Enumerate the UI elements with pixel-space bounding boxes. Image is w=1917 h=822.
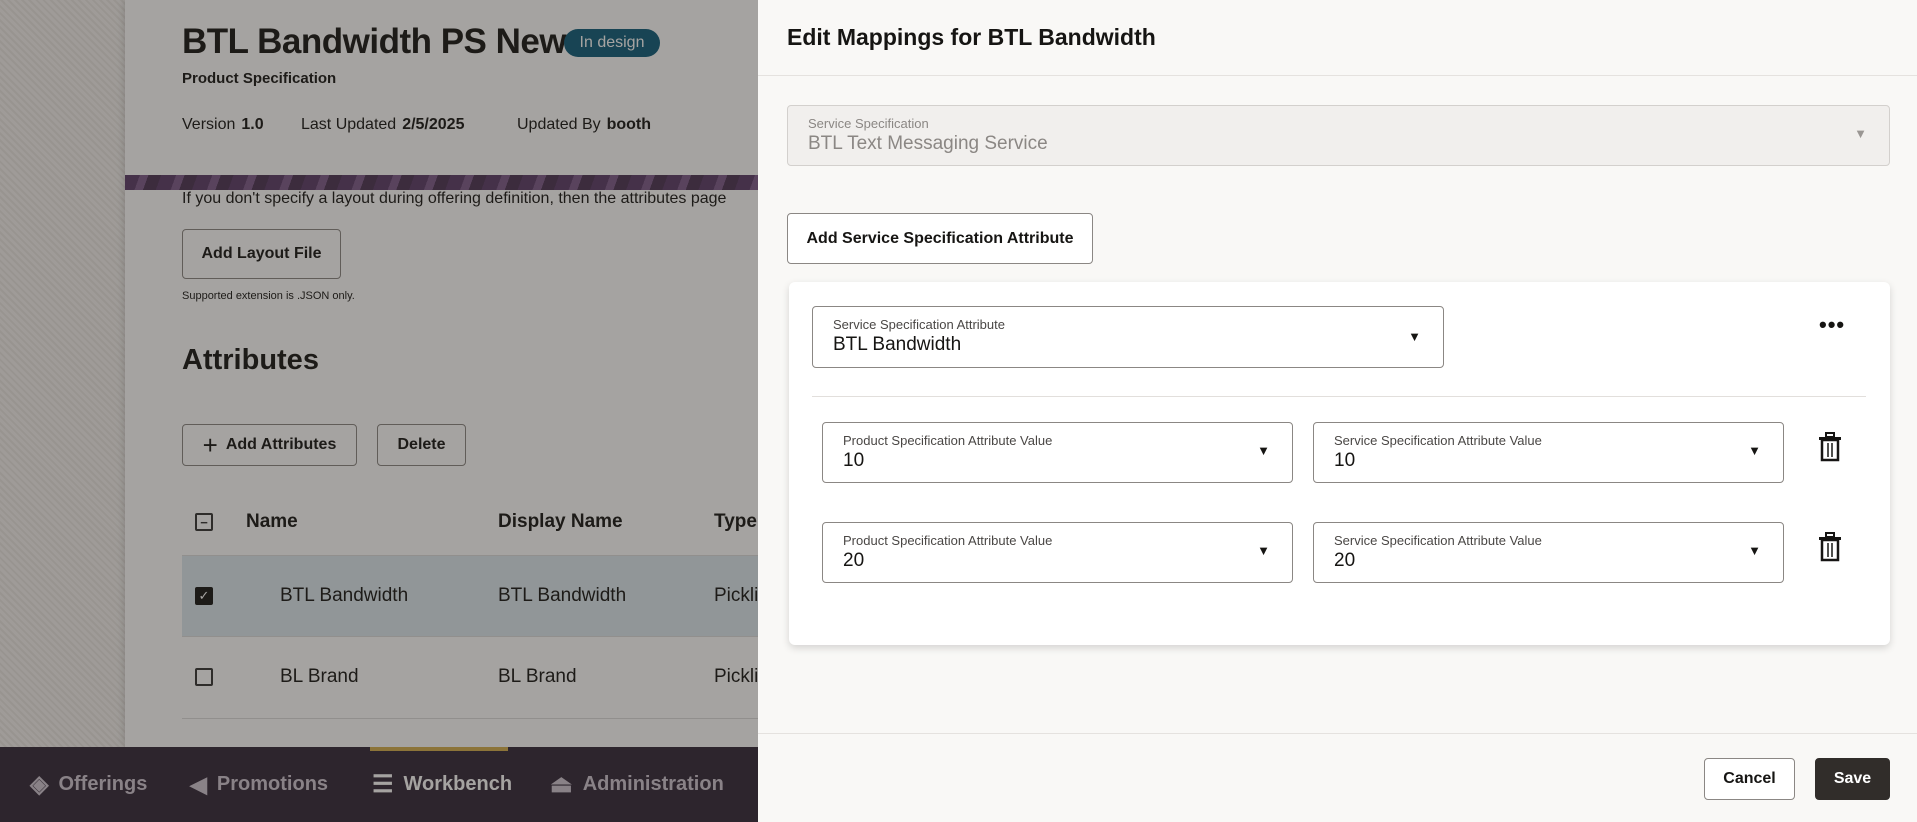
add-attributes-label: Add Attributes (225, 436, 337, 453)
row-display-name: BTL Bandwidth (498, 585, 627, 606)
mapping-card: Service Specification Attribute BTL Band… (789, 282, 1890, 645)
trash-icon[interactable] (1817, 432, 1843, 462)
nav-active-indicator (370, 747, 508, 751)
service-specification-select[interactable]: Service Specification BTL Text Messaging… (787, 105, 1890, 166)
row-type: Pickli (714, 666, 758, 687)
field-label: Service Specification Attribute Value (1334, 433, 1542, 448)
nav-workbench[interactable]: ☰ Workbench (372, 747, 512, 822)
drawer-title: Edit Mappings for BTL Bandwidth (787, 24, 1156, 50)
field-value: 10 (843, 450, 865, 471)
flask-icon: ⏏ (550, 771, 573, 798)
nav-administration[interactable]: ⏏ Administration (550, 747, 724, 822)
field-label: Service Specification (808, 116, 929, 131)
nav-label: Promotions (216, 773, 329, 795)
chevron-down-icon: ▼ (1257, 543, 1270, 558)
status-badge: In design (564, 29, 660, 57)
decorative-banner (125, 175, 758, 190)
field-label: Service Specification Attribute (833, 317, 1005, 332)
field-value: BTL Bandwidth (833, 334, 962, 355)
row-name: BL Brand (280, 666, 359, 687)
nav-label: Offerings (58, 773, 148, 795)
page-subtitle: Product Specification (182, 70, 337, 87)
field-value: BTL Text Messaging Service (808, 133, 1048, 154)
chevron-down-icon: ▼ (1748, 443, 1761, 458)
field-label: Service Specification Attribute Value (1334, 533, 1542, 548)
field-value: 10 (1334, 450, 1356, 471)
row-checkbox[interactable] (195, 668, 213, 686)
version-value: 1.0 (241, 116, 264, 133)
cancel-button[interactable]: Cancel (1704, 758, 1795, 800)
edit-mappings-drawer: Edit Mappings for BTL Bandwidth Service … (758, 0, 1917, 822)
field-value: 20 (843, 550, 865, 571)
service-attribute-value-select[interactable]: Service Specification Attribute Value 20… (1313, 522, 1784, 583)
nav-offerings[interactable]: ◈ Offerings (30, 747, 147, 822)
table-row[interactable] (182, 555, 758, 637)
version-meta: Version 1.0 (182, 116, 264, 134)
table-row[interactable] (182, 637, 758, 719)
more-options-icon[interactable]: ••• (1819, 312, 1846, 337)
save-button[interactable]: Save (1815, 758, 1890, 800)
nav-label: Administration (582, 773, 724, 795)
nav-promotions[interactable]: ◀ Promotions (190, 747, 328, 822)
trash-icon[interactable] (1817, 532, 1843, 562)
column-header-type[interactable]: Type (714, 511, 757, 532)
tag-icon: ◈ (30, 771, 49, 798)
layout-hint: If you don't specify a layout during off… (182, 190, 727, 207)
row-name: BTL Bandwidth (280, 585, 409, 606)
megaphone-icon: ◀ (190, 771, 207, 797)
bottom-nav: ◈ Offerings ◀ Promotions ☰ Workbench ⏏ Admin… (0, 747, 758, 822)
last-updated-label: Last Updated (301, 116, 397, 133)
chevron-down-icon: ▼ (1257, 443, 1270, 458)
add-layout-file-button[interactable]: Add Layout File (182, 229, 341, 279)
product-attribute-value-select[interactable]: Product Specification Attribute Value 20… (822, 522, 1293, 583)
last-updated-value: 2/5/2025 (402, 116, 465, 133)
select-all-checkbox[interactable]: − (195, 513, 213, 531)
last-updated-meta: Last Updated 2/5/2025 (301, 116, 464, 134)
plus-icon: + (202, 429, 218, 460)
card-divider (812, 396, 1866, 397)
product-attribute-value-select[interactable]: Product Specification Attribute Value 10… (822, 422, 1293, 483)
nav-label: Workbench (403, 773, 513, 795)
row-type: Pickli (714, 585, 758, 606)
service-specification-attribute-select[interactable]: Service Specification Attribute BTL Band… (812, 306, 1444, 368)
chevron-down-icon: ▼ (1408, 329, 1421, 344)
add-service-specification-attribute-button[interactable]: Add Service Specification Attribute (787, 213, 1093, 264)
updated-by-value: booth (606, 116, 652, 133)
field-label: Product Specification Attribute Value (843, 533, 1053, 548)
updated-by-label: Updated By (517, 116, 601, 133)
row-display-name: BL Brand (498, 666, 577, 687)
add-attributes-button[interactable]: + Add Attributes (182, 424, 357, 466)
updated-by-meta: Updated By booth (517, 116, 651, 134)
column-header-display-name[interactable]: Display Name (498, 511, 623, 532)
modal-overlay[interactable] (0, 0, 758, 822)
chevron-down-icon: ▼ (1854, 126, 1867, 141)
delete-button[interactable]: Delete (377, 424, 466, 466)
list-icon: ☰ (372, 771, 394, 798)
field-label: Product Specification Attribute Value (843, 433, 1053, 448)
field-value: 20 (1334, 550, 1356, 571)
version-label: Version (182, 116, 236, 133)
header-divider (758, 75, 1917, 76)
page-title: BTL Bandwidth PS New (182, 22, 567, 61)
supported-extension-note: Supported extension is .JSON only. (182, 290, 355, 302)
chevron-down-icon: ▼ (1748, 543, 1761, 558)
background-pattern (0, 0, 125, 747)
row-checkbox-checked[interactable]: ✓ (195, 587, 213, 605)
attributes-heading: Attributes (182, 344, 319, 376)
service-attribute-value-select[interactable]: Service Specification Attribute Value 10… (1313, 422, 1784, 483)
column-header-name[interactable]: Name (246, 511, 298, 532)
footer-divider (758, 733, 1917, 734)
